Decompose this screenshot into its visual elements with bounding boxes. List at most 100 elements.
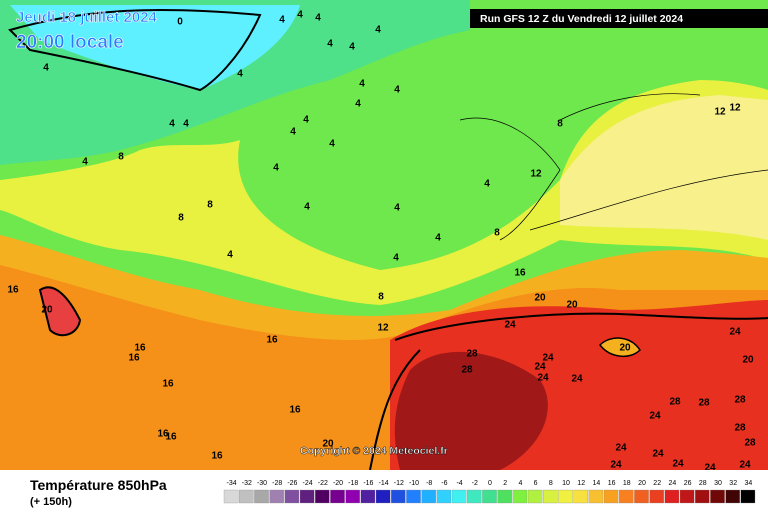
contour-label: 4 — [435, 233, 441, 244]
scale-label: 6 — [534, 480, 538, 487]
contour-label: 4 — [393, 253, 399, 264]
cooler-cell — [599, 337, 641, 357]
scale-label: -34 — [227, 480, 237, 487]
scale-label: -20 — [333, 480, 343, 487]
scale-swatch — [695, 489, 710, 504]
scale-swatch — [740, 489, 756, 504]
contour-label: 4 — [183, 119, 189, 130]
scale-swatch — [649, 489, 664, 504]
scale-label: 18 — [623, 480, 631, 487]
contour-label: 8 — [557, 119, 563, 130]
contour-label: 20 — [534, 293, 546, 304]
scale-swatch — [558, 489, 573, 504]
scale-swatch — [269, 489, 284, 504]
contour-label: 12 — [729, 103, 741, 114]
contour-label: 16 — [134, 343, 146, 354]
warm-band — [0, 80, 768, 305]
contour-label: 16 — [289, 405, 301, 416]
legend-subtitle: (+ 150h) — [30, 496, 72, 508]
contour-label: 4 — [237, 69, 243, 80]
contour-label: 4 — [304, 202, 310, 213]
contour-label: 20 — [619, 343, 631, 354]
contour-label: 24 — [615, 443, 627, 454]
scale-label: 28 — [699, 480, 707, 487]
time-label: 20:00 locale — [16, 32, 124, 53]
contour-label: 24 — [571, 374, 583, 385]
scale-swatch — [603, 489, 619, 504]
scale-label: -6 — [441, 480, 447, 487]
scale-label: -28 — [272, 480, 282, 487]
contour-label: 0 — [177, 17, 183, 28]
contour-label: 24 — [534, 362, 546, 373]
scale-label: -8 — [426, 480, 432, 487]
contour-label: 4 — [169, 119, 175, 130]
contour-label: 4 — [359, 79, 365, 90]
contour-label: 4 — [82, 157, 88, 168]
scale-swatch — [588, 489, 604, 504]
scale-label: 22 — [653, 480, 661, 487]
contour-label: 4 — [349, 42, 355, 53]
contour-label: 4 — [227, 250, 233, 261]
scale-label: 14 — [593, 480, 601, 487]
scale-label: 10 — [562, 480, 570, 487]
scale-swatch — [725, 489, 740, 504]
scale-swatch — [573, 489, 588, 504]
contour-label: 16 — [211, 451, 223, 462]
scale-swatch — [375, 489, 391, 504]
map — [0, 0, 768, 471]
contour-label: 12 — [714, 107, 726, 118]
contour-label: 4 — [327, 39, 333, 50]
scale-label: 4 — [518, 480, 522, 487]
scale-swatch — [710, 489, 725, 504]
contour-label: 24 — [704, 463, 716, 474]
scale-swatch — [299, 489, 315, 504]
contour-label: 8 — [178, 213, 184, 224]
legend: Température 850hPa (+ 150h) -34 -32 -30 -28… — [0, 470, 768, 512]
scale-label: 2 — [503, 480, 507, 487]
contour-label: 4 — [329, 139, 335, 150]
contour-label: 20 — [322, 439, 334, 450]
scale-swatch — [679, 489, 695, 504]
contour-label: 12 — [377, 323, 389, 334]
scale-swatch — [421, 489, 436, 504]
contour-label: 28 — [734, 395, 746, 406]
scale-label: 0 — [488, 480, 492, 487]
scale-label: -10 — [409, 480, 419, 487]
contour-label: 24 — [649, 411, 661, 422]
contour-label: 24 — [504, 320, 516, 331]
header: Jeudi 18 juillet 2024 20:00 locale Run G… — [16, 9, 768, 457]
contour-label: 12 — [530, 169, 542, 180]
scale-label: 8 — [549, 480, 553, 487]
scale-label: -30 — [257, 480, 267, 487]
scale-swatch — [284, 489, 300, 504]
contour-label: 16 — [514, 268, 526, 279]
extreme-heat — [394, 351, 548, 470]
scale-label: 16 — [608, 480, 616, 487]
contour-label: 20 — [566, 300, 578, 311]
contour-label: 16 — [165, 432, 177, 443]
scale-swatch — [315, 489, 330, 504]
contour-label: 4 — [315, 13, 321, 24]
contour-label: 8 — [378, 292, 384, 303]
contour-label: 4 — [484, 179, 490, 190]
contour-label: 4 — [290, 127, 296, 138]
contour-label: 24 — [739, 460, 751, 471]
greenland-cold — [10, 5, 300, 90]
scale-label: 34 — [745, 480, 753, 487]
contour-label: 8 — [207, 200, 213, 211]
contour-label: 8 — [118, 152, 124, 163]
scale-label: -24 — [303, 480, 313, 487]
contour-label: 28 — [466, 349, 478, 360]
scale-swatch — [436, 489, 452, 504]
contour-label: 4 — [279, 15, 285, 26]
scale-label: 24 — [669, 480, 677, 487]
scale-swatch — [467, 489, 482, 504]
contour-label: 4 — [355, 99, 361, 110]
contour-label: 8 — [494, 228, 500, 239]
contour-label: 24 — [652, 449, 664, 460]
contour-label: 28 — [461, 365, 473, 376]
contour-label: 24 — [610, 460, 622, 471]
scale-label: -4 — [456, 480, 462, 487]
contour-label: 28 — [734, 423, 746, 434]
contour-label: 24 — [729, 327, 741, 338]
